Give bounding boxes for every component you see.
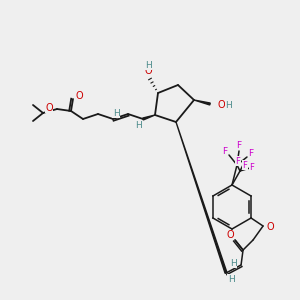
Text: H: H	[225, 100, 232, 109]
Text: O: O	[45, 103, 53, 113]
Text: O: O	[226, 230, 234, 240]
Polygon shape	[194, 100, 210, 105]
Text: O: O	[266, 222, 274, 232]
Polygon shape	[176, 122, 227, 273]
Text: H: H	[112, 109, 119, 118]
Text: F: F	[222, 146, 228, 155]
Text: H: H	[145, 61, 152, 70]
Text: H: H	[230, 259, 236, 268]
Text: O: O	[218, 100, 226, 110]
Text: H: H	[228, 274, 234, 284]
Text: F: F	[248, 149, 253, 158]
Text: H: H	[135, 121, 141, 130]
Text: F: F	[250, 163, 254, 172]
Text: O: O	[75, 91, 83, 101]
Polygon shape	[143, 115, 155, 120]
Text: F: F	[236, 140, 242, 149]
Text: F: F	[236, 157, 240, 166]
Text: O: O	[144, 66, 152, 76]
Text: F: F	[243, 160, 248, 169]
